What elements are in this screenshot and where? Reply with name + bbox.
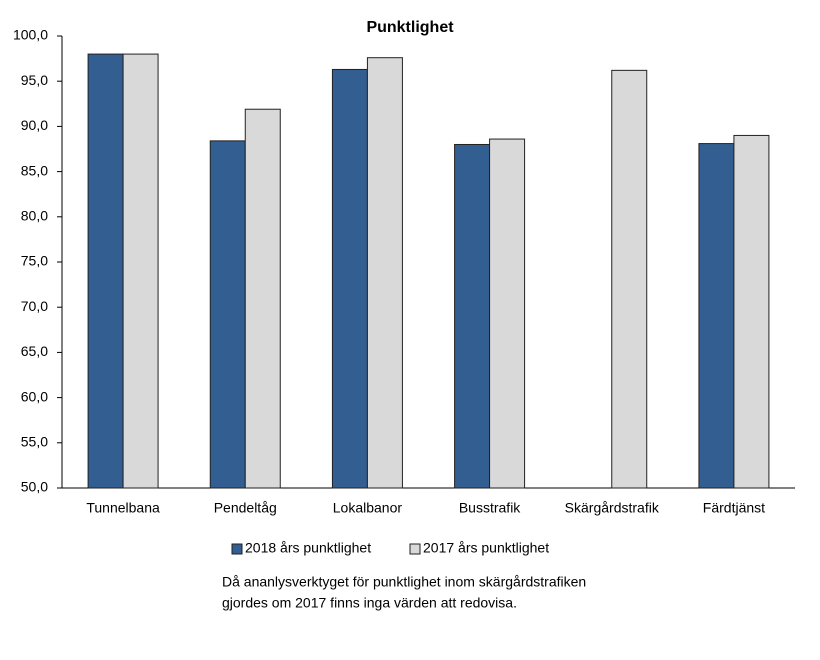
bar [611,69,648,489]
bar [87,53,124,489]
y-tick-label: 80,0 [21,208,48,224]
legend-swatch [409,543,421,555]
bar [733,134,770,489]
bar [244,108,281,489]
y-tick-label: 65,0 [21,343,48,359]
legend-swatch [231,543,243,555]
legend-label: 2018 års punktlighet [245,540,371,556]
bar [698,143,735,489]
bar [122,53,159,489]
y-tick-label: 60,0 [21,388,48,404]
bar [454,143,491,489]
bar [366,57,403,489]
annotation: Då ananlysverktyget för punktlighet inom… [222,574,586,590]
y-tick-label: 95,0 [21,72,48,88]
bar [489,138,526,489]
annotation: gjordes om 2017 finns inga värden att re… [222,595,517,611]
y-tick-label: 75,0 [21,253,48,269]
y-tick-label: 55,0 [21,434,48,450]
y-tick-label: 70,0 [21,298,48,314]
y-tick-label: 100,0 [13,27,48,43]
x-tick-label: Pendeltåg [214,500,277,516]
x-tick-label: Lokalbanor [333,500,403,516]
bar [331,68,368,489]
x-tick-label: Färdtjänst [703,500,765,516]
x-tick-label: Busstrafik [459,500,521,516]
y-tick-label: 85,0 [21,162,48,178]
chart-title: Punktlighet [366,19,454,36]
x-tick-label: Skärgårdstrafik [565,500,660,516]
y-tick-label: 50,0 [21,479,48,495]
x-tick-label: Tunnelbana [86,500,160,516]
legend-label: 2017 års punktlighet [423,540,549,556]
y-tick-label: 90,0 [21,117,48,133]
bar [209,140,246,489]
